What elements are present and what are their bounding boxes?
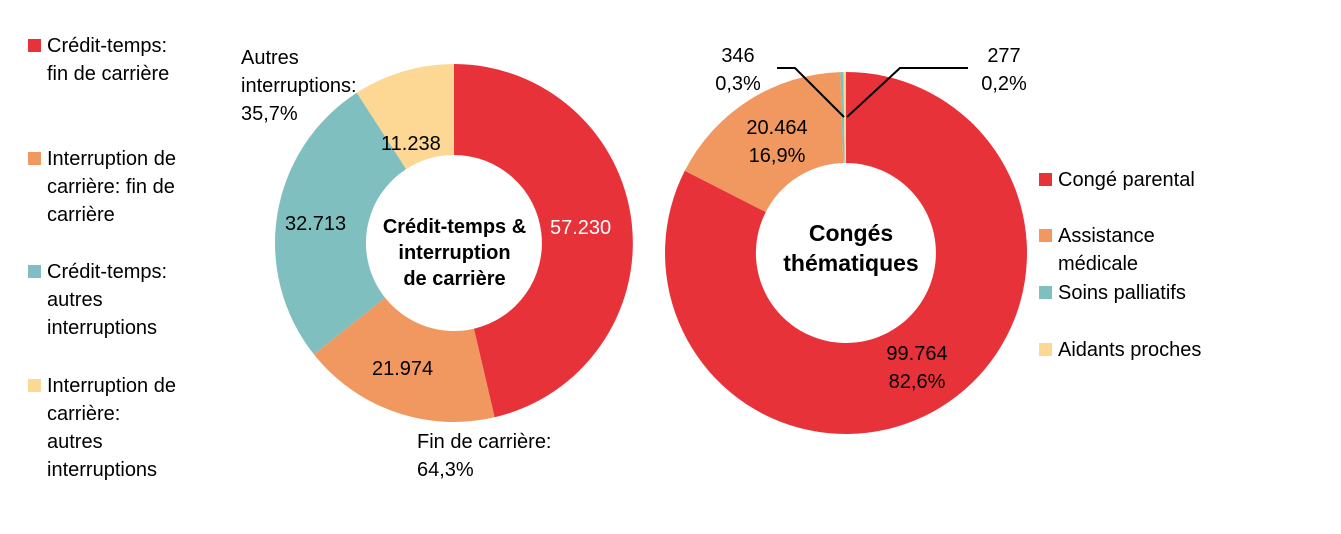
- left-donut-title: Crédit-temps & interruption de carrière: [382, 216, 527, 290]
- legend-label: Congé parental: [1058, 169, 1195, 191]
- legend-label: Crédit-temps: fin de carrière: [47, 35, 170, 85]
- legend-swatch-yellow: [1039, 343, 1052, 356]
- legend-swatch-orange: [1039, 229, 1052, 242]
- slice-value-interruption-fin: 21.974: [372, 358, 434, 380]
- legend-swatch-yellow: [28, 379, 41, 392]
- legend-swatch-red: [28, 39, 41, 52]
- slice-conge-parental: [665, 72, 1028, 434]
- legend-swatch-teal: [1039, 286, 1052, 299]
- leader-line-palliatifs: [777, 67, 845, 118]
- legend-label: Interruption de carrière: autres interru…: [47, 375, 176, 481]
- legend-label: Interruption de carrière: fin de carrièr…: [47, 148, 176, 226]
- legend-swatch-red: [1039, 173, 1052, 186]
- slice-value-credit-temps-autres: 32.713: [285, 213, 347, 235]
- slice-value-interruption-autres: 11.238: [381, 133, 441, 155]
- left-donut: [275, 64, 633, 422]
- slice-aidants-proches: [843, 71, 846, 163]
- slice-credit-temps-fin: [454, 64, 633, 418]
- legend-label: Soins palliatifs: [1058, 282, 1186, 304]
- group-label-autres-interruptions: Autres interruptions: 35,7%: [241, 47, 357, 125]
- slice-interruption-fin: [313, 297, 495, 422]
- right-donut: [665, 71, 1028, 434]
- slice-value-aidants: 277 0,2%: [981, 45, 1027, 95]
- leader-line-aidants: [846, 67, 968, 118]
- slice-value-assistance: 20.464 16,9%: [746, 117, 808, 167]
- slice-value-credit-temps-fin: 57.230: [550, 217, 612, 239]
- slice-soins-palliatifs: [840, 72, 845, 163]
- slice-interruption-autres: [356, 64, 454, 170]
- right-donut-title: Congés thématiques: [783, 220, 919, 276]
- legend-label: Assistance médicale: [1058, 225, 1155, 275]
- slice-assistance-medicale: [684, 72, 844, 212]
- legend-swatch-teal: [28, 265, 41, 278]
- legend-swatch-orange: [28, 152, 41, 165]
- legend-label: Crédit-temps: autres interruptions: [47, 261, 168, 339]
- legend-label: Aidants proches: [1058, 339, 1202, 361]
- slice-value-parental: 99.764 82,6%: [886, 343, 948, 393]
- slice-credit-temps-autres: [275, 92, 407, 355]
- group-label-fin-de-carriere: Fin de carrière: 64,3%: [417, 431, 552, 481]
- slice-value-palliatifs: 346 0,3%: [715, 45, 761, 95]
